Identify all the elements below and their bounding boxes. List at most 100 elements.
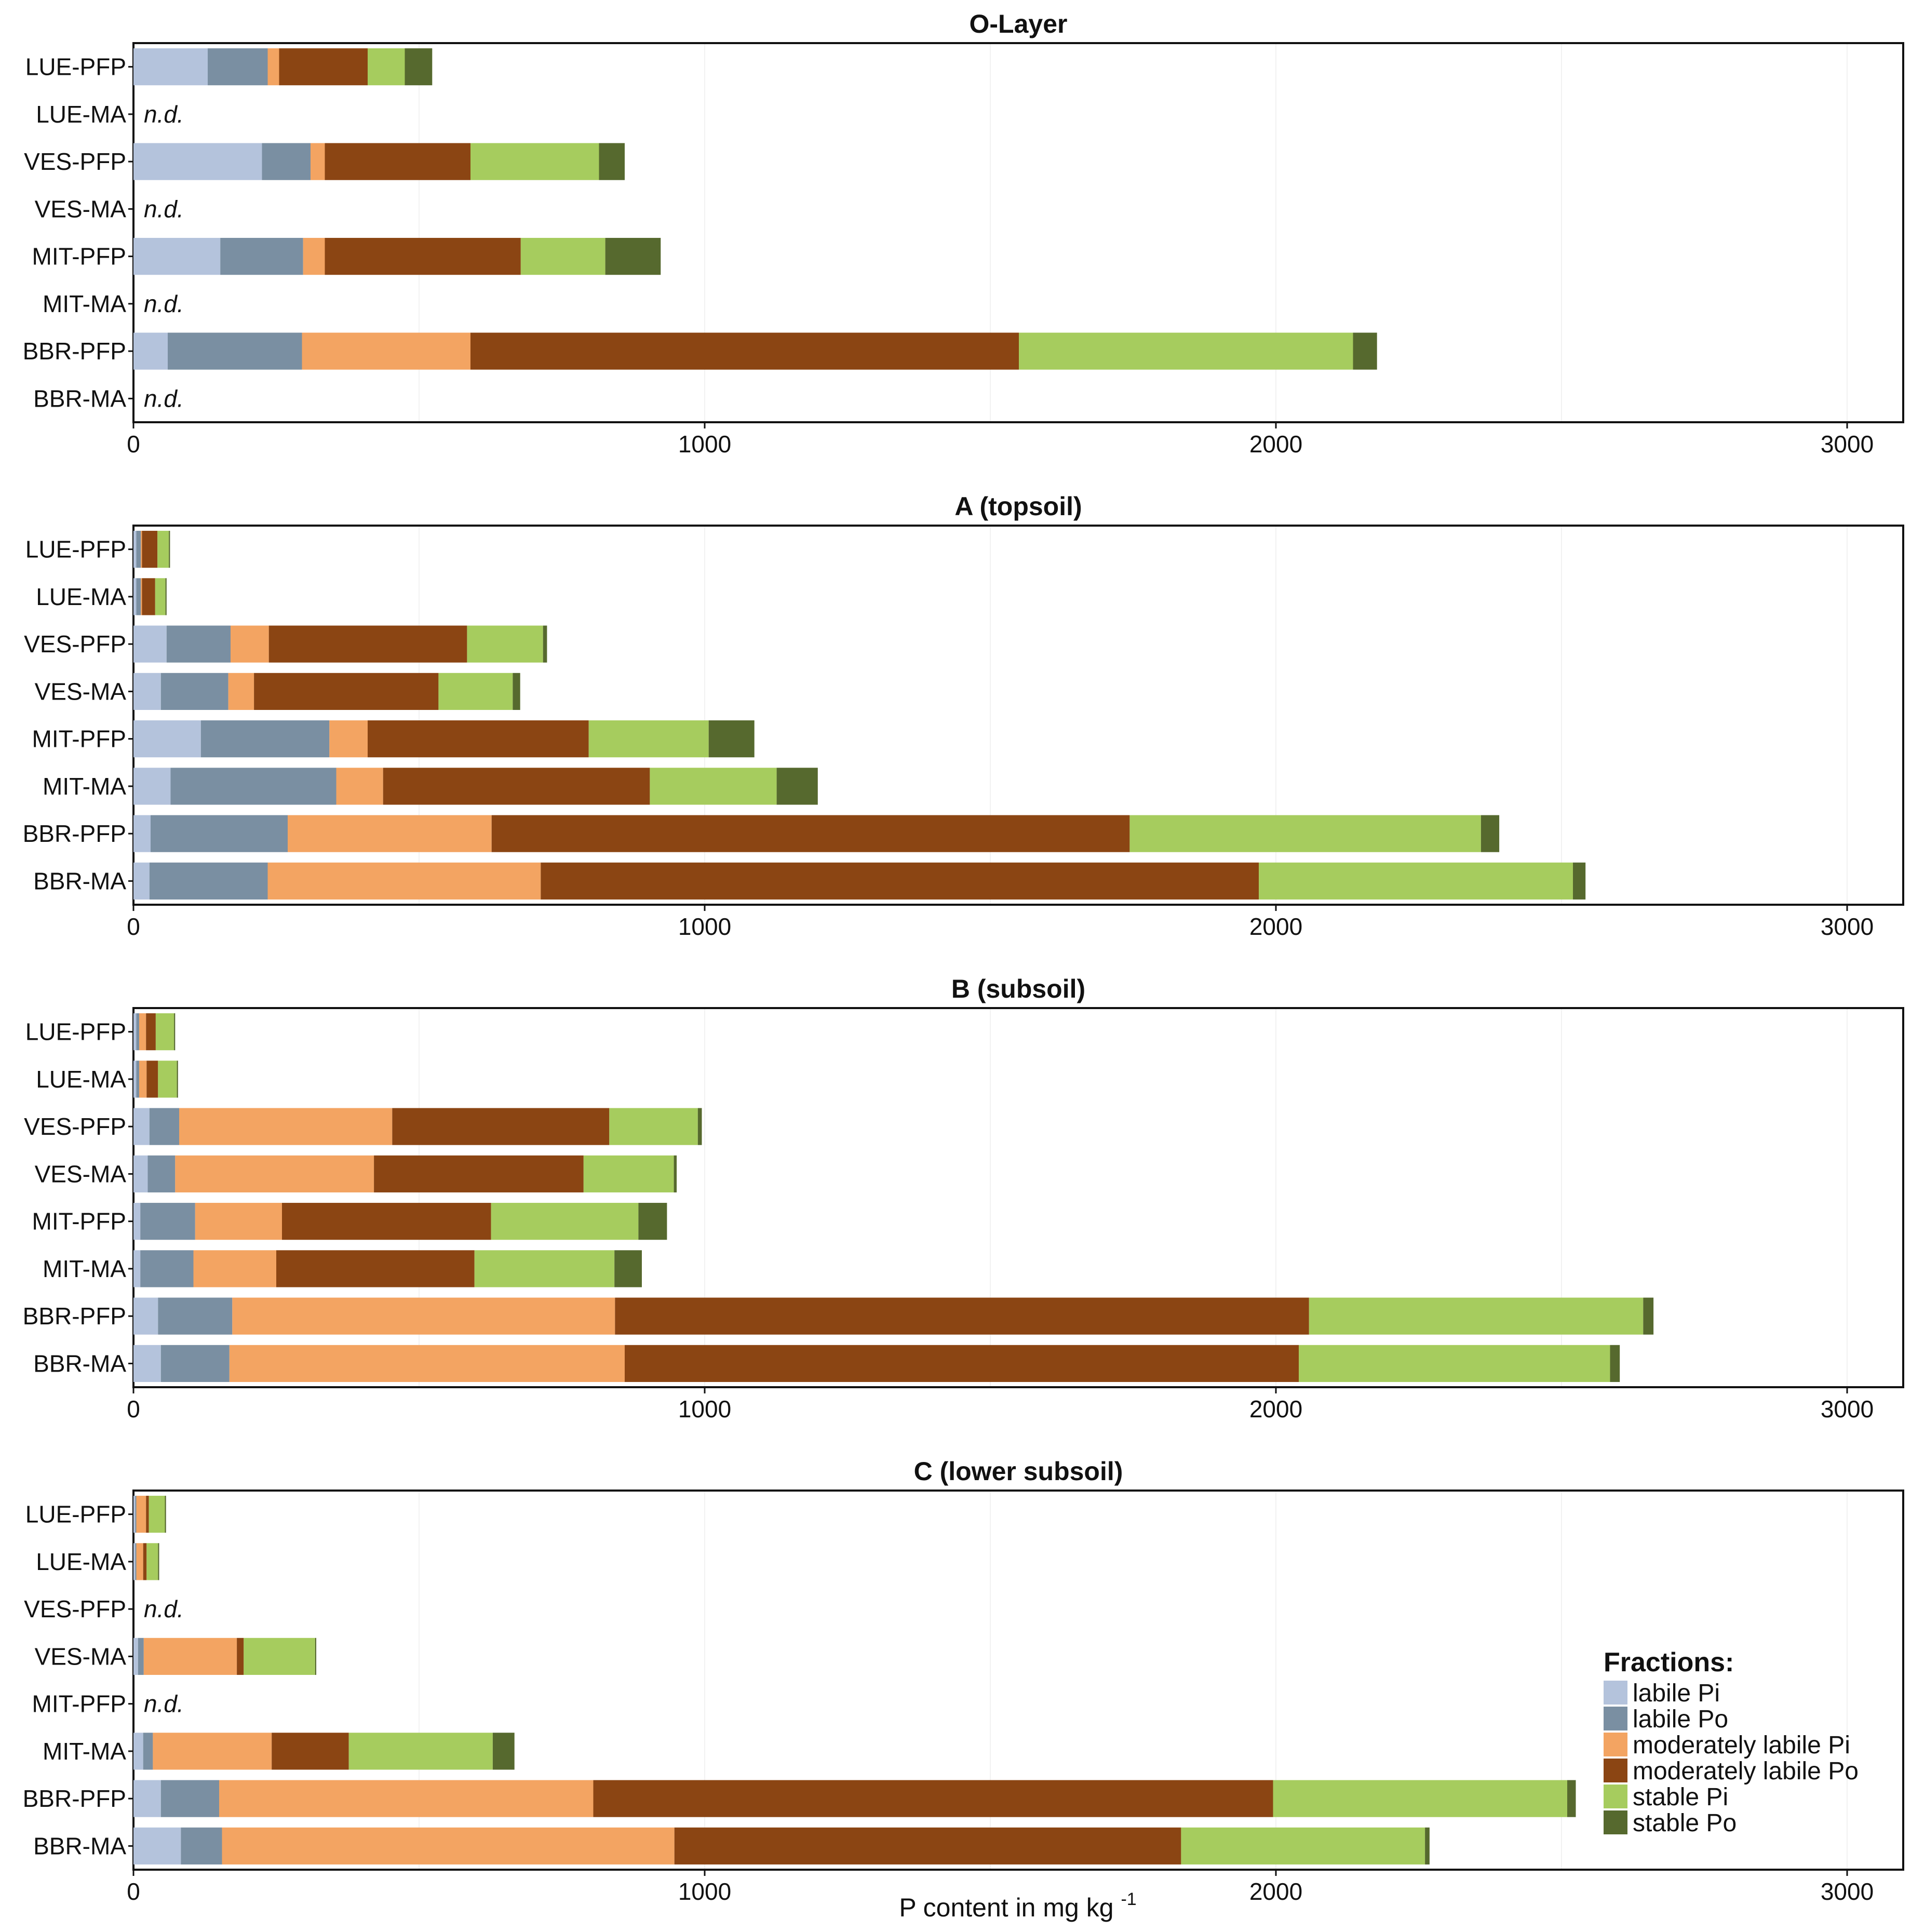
bar-segment — [165, 1496, 166, 1533]
bar-segment — [325, 143, 470, 180]
category-label: LUE-PFP — [25, 1018, 126, 1045]
legend-swatch — [1604, 1810, 1627, 1834]
bar-segment — [157, 531, 169, 568]
nd-label: n.d. — [144, 1691, 184, 1718]
bar-segment — [133, 1250, 141, 1287]
bar-segment — [374, 1155, 584, 1192]
panel-title: B (subsoil) — [951, 974, 1085, 1003]
bar-segment — [146, 1543, 158, 1580]
bar-segment — [177, 1061, 178, 1098]
bar-segment — [513, 673, 520, 710]
nd-label: n.d. — [144, 101, 184, 128]
bar-segment — [541, 862, 1259, 900]
bar-segment — [272, 1733, 349, 1770]
panel-title: C (lower subsoil) — [914, 1457, 1123, 1486]
bar-segment — [133, 1297, 158, 1335]
bar-segment — [593, 1780, 1273, 1817]
x-tick-label: 2000 — [1249, 431, 1302, 458]
bar-segment — [133, 531, 137, 568]
bar-segment — [133, 1061, 137, 1098]
category-label: LUE-MA — [36, 101, 126, 128]
category-label: VES-PFP — [24, 630, 126, 658]
bar-segment — [170, 768, 337, 805]
bar-segment — [133, 720, 201, 758]
bar-segment — [470, 332, 1019, 370]
bar-segment — [133, 1733, 143, 1770]
legend-label: stable Pi — [1633, 1783, 1728, 1811]
bar-segment — [135, 1496, 137, 1533]
x-tick-label: 3000 — [1821, 1878, 1874, 1905]
bar-segment — [143, 1638, 237, 1675]
category-label: MIT-PFP — [32, 726, 126, 753]
bar-segment — [136, 1061, 139, 1098]
x-tick-label: 3000 — [1821, 913, 1874, 940]
bar-segment — [142, 531, 158, 568]
category-label: LUE-MA — [36, 583, 126, 610]
category-label: VES-PFP — [24, 1595, 126, 1622]
bar-segment — [467, 625, 543, 663]
x-tick-label: 1000 — [678, 1396, 731, 1423]
bar-segment — [279, 48, 368, 86]
bar-segment — [1353, 332, 1377, 370]
category-label: VES-MA — [35, 678, 127, 705]
bar-segment — [383, 768, 650, 805]
panel-4: C (lower subsoil) LUE-PFP LUE-MA VES-PFP n.d… — [23, 1457, 1904, 1905]
category-label: BBR-MA — [33, 385, 126, 412]
bar-segment — [193, 1250, 276, 1287]
category-label: MIT-PFP — [32, 1691, 126, 1718]
bar-segment — [160, 1345, 230, 1382]
bar-segment — [133, 625, 167, 663]
category-label: BBR-PFP — [23, 1785, 126, 1812]
x-tick-label: 0 — [127, 1396, 140, 1423]
bar-segment — [146, 1013, 156, 1051]
bar-segment — [147, 1155, 176, 1192]
x-tick-label: 0 — [127, 913, 140, 940]
bar-segment — [288, 815, 492, 852]
x-axis-title-superscript: -1 — [1121, 1889, 1136, 1909]
panel-2: A (topsoil) LUE-PFP LUE-MA VES-PFP VES-MA MIT… — [23, 492, 1904, 940]
bar-segment — [491, 815, 1130, 852]
bar-segment — [232, 1297, 615, 1335]
legend-label: labile Pi — [1633, 1680, 1720, 1707]
bar-segment — [1610, 1345, 1620, 1382]
bar-segment — [133, 1543, 136, 1580]
bar-segment — [1273, 1780, 1567, 1817]
bar-segment — [141, 578, 142, 615]
bar-segment — [583, 1155, 674, 1192]
bar-segment — [133, 48, 208, 86]
bar-segment — [336, 768, 383, 805]
bar-segment — [492, 1733, 515, 1770]
bar-segment — [166, 625, 231, 663]
bar-segment — [165, 578, 167, 615]
nd-label: n.d. — [144, 1595, 184, 1622]
x-axis-title: P content in mg kg -1 — [899, 1889, 1136, 1922]
bar-segment — [282, 1203, 491, 1240]
bar-segment — [139, 1061, 147, 1098]
bar-segment — [133, 1827, 181, 1864]
bar-segment — [179, 1108, 393, 1145]
bar-segment — [674, 1155, 677, 1192]
bar-segment — [1181, 1827, 1425, 1864]
bar-segment — [543, 625, 547, 663]
legend-label: labile Po — [1633, 1706, 1728, 1733]
bar-segment — [1019, 332, 1353, 370]
bar-segment — [368, 48, 405, 86]
legend-swatch — [1604, 1785, 1627, 1808]
bar-segment — [638, 1203, 667, 1240]
category-label: LUE-PFP — [25, 1501, 126, 1528]
category-label: VES-MA — [35, 195, 127, 222]
bar-segment — [146, 1496, 149, 1533]
bar-segment — [136, 531, 141, 568]
x-tick-label: 3000 — [1821, 431, 1874, 458]
bar-segment — [609, 1108, 698, 1145]
x-tick-label: 3000 — [1821, 1396, 1874, 1423]
bar-segment — [158, 1297, 233, 1335]
bar-segment — [262, 143, 311, 180]
legend-swatch — [1604, 1759, 1627, 1782]
bar-segment — [133, 1496, 136, 1533]
legend-swatch — [1604, 1681, 1627, 1705]
bar-segment — [133, 1203, 141, 1240]
category-label: VES-PFP — [24, 148, 126, 175]
